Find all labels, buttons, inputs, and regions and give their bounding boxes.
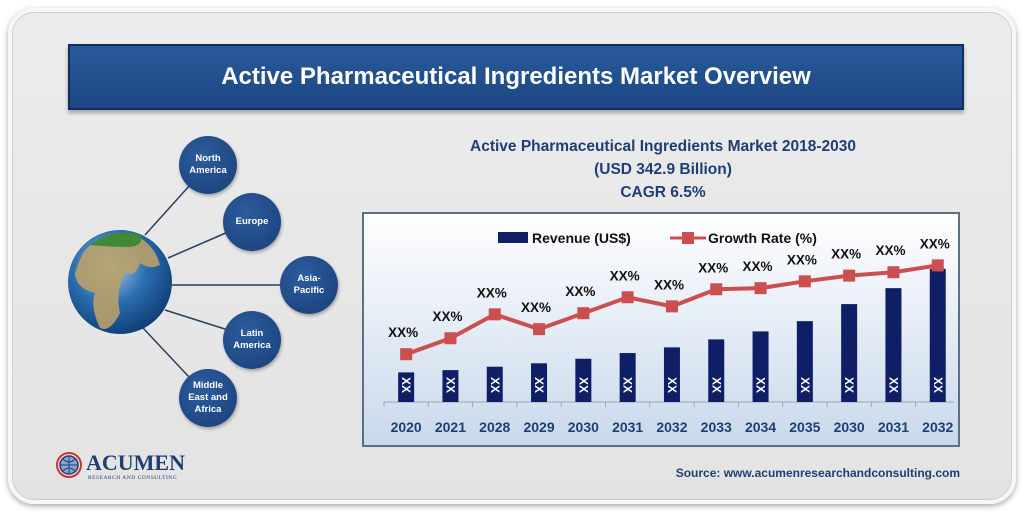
growth-data-label: XX% — [610, 268, 640, 283]
x-tick-label: 2031 — [612, 419, 643, 435]
chart-subtitle-value: (USD 342.9 Billion) — [594, 161, 732, 178]
x-tick-label: 2028 — [479, 419, 510, 435]
bar-data-label: XX — [532, 377, 546, 393]
x-tick-label: 2030 — [568, 419, 599, 435]
bar-revenue — [663, 347, 680, 402]
region-asia-pacific: Asia-Pacific — [280, 256, 338, 314]
bar-data-label: XX — [443, 377, 457, 393]
connector-line — [144, 184, 191, 236]
bar-revenue — [619, 353, 636, 402]
bar-revenue — [708, 339, 725, 402]
bar-revenue — [796, 321, 813, 402]
acumen-logo: ACUMEN RESEARCH AND CONSULTING — [54, 450, 204, 484]
legend: Revenue (US$) Growth Rate (%) — [498, 230, 817, 246]
bar-revenue — [575, 358, 592, 402]
growth-rate-point — [400, 348, 413, 361]
x-tick-label: 2033 — [701, 419, 732, 435]
growth-rate-point — [931, 259, 944, 272]
source-text: Source: www.acumenresearchandconsulting.… — [675, 466, 960, 480]
title-banner: Active Pharmaceutical Ingredients Market… — [68, 44, 964, 110]
growth-data-label: XX% — [565, 284, 595, 299]
logo-tagline: RESEARCH AND CONSULTING — [88, 475, 178, 481]
growth-data-label: XX% — [388, 325, 418, 340]
bar-revenue — [885, 288, 902, 402]
growth-rate-point — [665, 300, 678, 313]
growth-rate-point — [577, 307, 590, 320]
x-tick-label: 2032 — [922, 419, 953, 435]
bar-revenue — [752, 331, 769, 402]
growth-rate-point — [621, 291, 634, 304]
growth-data-label: XX% — [875, 243, 905, 258]
bar-data-label: XX — [931, 377, 945, 393]
page-title: Active Pharmaceutical Ingredients Market… — [221, 63, 811, 90]
logo-name: ACUMEN — [86, 450, 185, 475]
x-tick-label: 2034 — [745, 419, 776, 435]
region-europe: Europe — [223, 193, 281, 251]
growth-rate-point — [887, 266, 900, 279]
x-tick-label: 2020 — [391, 419, 422, 435]
growth-data-label: XX% — [521, 300, 551, 315]
x-tick-label: 2032 — [656, 419, 687, 435]
legend-marker-growth — [682, 232, 694, 244]
connector-line — [142, 327, 191, 379]
x-tick-label: 2035 — [789, 419, 820, 435]
region-latin-america: Latin America — [223, 311, 281, 369]
globe-icon — [68, 230, 172, 334]
growth-data-label: XX% — [477, 285, 507, 300]
logo-globe-icon — [56, 452, 82, 478]
bar-data-label: XX — [665, 377, 679, 393]
bar-revenue — [841, 304, 858, 402]
connector-line — [164, 309, 229, 331]
x-tick-label: 2029 — [523, 419, 554, 435]
growth-rate-point — [798, 275, 811, 288]
bar-revenue — [531, 363, 548, 402]
growth-rate-point — [710, 283, 723, 296]
connector-line — [167, 231, 229, 259]
bar-revenue — [486, 366, 503, 402]
chart-subtitle-cagr: CAGR 6.5% — [620, 184, 706, 201]
x-tick-label: 2021 — [435, 419, 466, 435]
legend-label-revenue: Revenue (US$) — [532, 230, 631, 246]
bar-data-label: XX — [399, 377, 413, 393]
growth-rate-point — [488, 308, 501, 321]
x-tick-label: 2030 — [834, 419, 865, 435]
bar-revenue — [398, 372, 415, 402]
growth-data-label: XX% — [743, 259, 773, 274]
chart-title: Active Pharmaceutical Ingredients Market… — [470, 138, 856, 155]
growth-data-label: XX% — [920, 236, 950, 251]
bar-data-label: XX — [842, 377, 856, 393]
bar-data-label: XX — [754, 377, 768, 393]
bar-data-label: XX — [621, 377, 635, 393]
growth-rate-point — [533, 323, 546, 336]
growth-rate-point — [444, 332, 457, 345]
growth-rate-point — [754, 282, 767, 295]
combo-chart: Revenue (US$) Growth Rate (%) XX 2020 XX 20… — [383, 230, 954, 435]
bar-data-label: XX — [576, 377, 590, 393]
bar-data-label: XX — [798, 377, 812, 393]
growth-data-label: XX% — [787, 252, 817, 267]
chart-box — [362, 212, 960, 447]
legend-swatch-revenue — [498, 232, 528, 243]
growth-data-label: XX% — [831, 247, 861, 262]
bar-data-label: XX — [488, 377, 502, 393]
legend-label-growth: Growth Rate (%) — [708, 230, 817, 246]
bar-revenue — [929, 268, 946, 402]
x-tick-label: 2031 — [878, 419, 909, 435]
growth-rate-point — [843, 269, 856, 282]
bar-data-label: XX — [886, 377, 900, 393]
growth-data-label: XX% — [654, 277, 684, 292]
region-middle-east-africa: Middle East and Africa — [179, 369, 237, 427]
growth-data-label: XX% — [698, 260, 728, 275]
region-north-america: North America — [179, 136, 237, 194]
region-diagram — [68, 184, 282, 379]
growth-data-label: XX% — [432, 309, 462, 324]
bar-data-label: XX — [709, 377, 723, 393]
bar-revenue — [442, 370, 459, 402]
